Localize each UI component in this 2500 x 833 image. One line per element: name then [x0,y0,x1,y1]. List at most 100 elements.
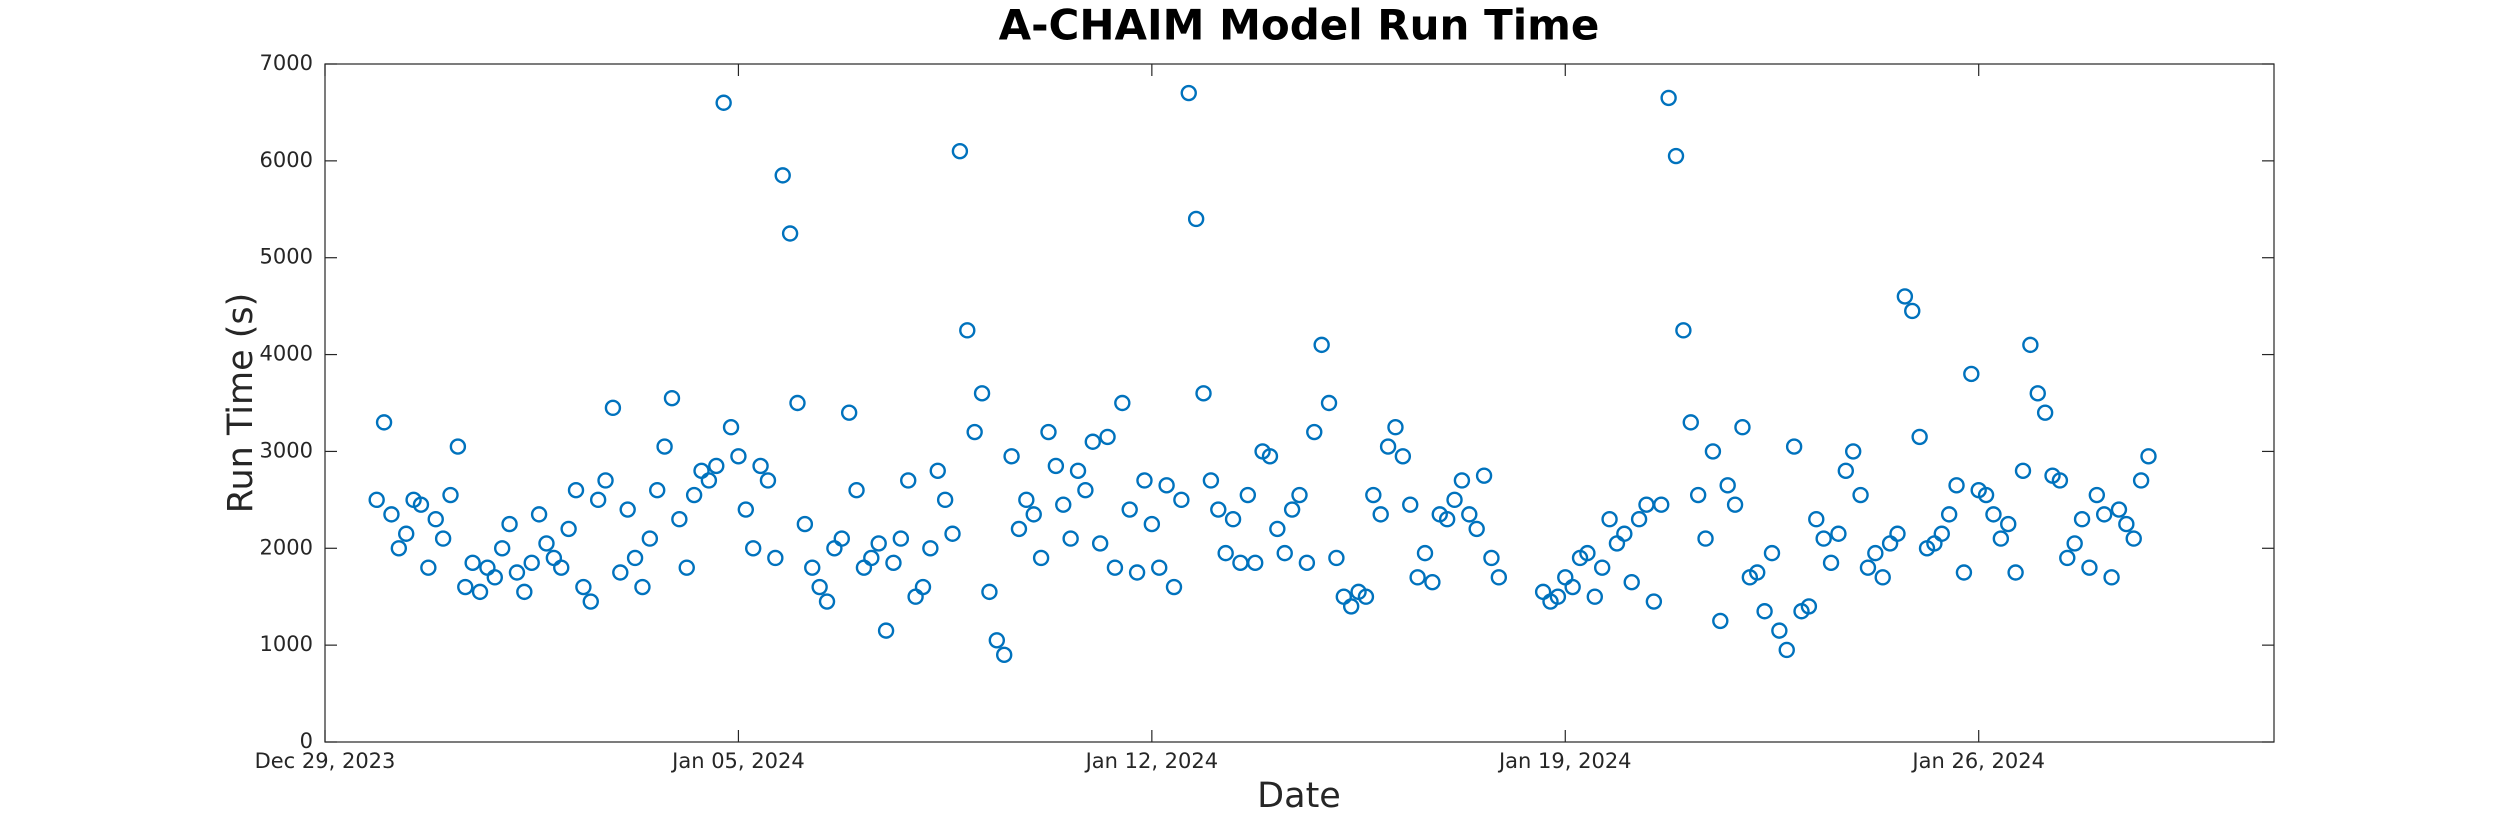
data-point [1734,419,1751,436]
data-point [2066,535,2083,552]
data-point [1018,491,1035,509]
data-point [1328,549,1345,567]
data-point [900,472,917,489]
data-point [737,501,755,518]
chart-title: A-CHAIM Model Run Time [999,1,1600,50]
data-point [1992,530,2010,547]
data-point [1158,477,1175,494]
data-point [973,385,991,402]
data-point [752,457,769,475]
data-point [516,583,533,601]
data-point [700,472,718,489]
data-point [1394,448,1412,465]
data-point [1623,573,1640,591]
data-point [1785,438,1803,455]
data-point [1387,419,1404,436]
data-point [375,414,393,431]
data-point [1859,559,1877,576]
data-point [2051,472,2069,489]
data-point [1121,501,1138,518]
data-point [1424,573,1441,591]
data-point [1283,501,1301,518]
data-point [1726,496,1744,513]
data-point [1719,477,1736,494]
data-point [1269,520,1286,538]
data-point [1837,462,1855,479]
data-point [1682,414,1699,431]
data-point [1815,530,1832,547]
data-point [1247,554,1264,572]
data-point [1889,525,1906,542]
y-tick-label: 4000 [260,342,313,366]
plot-area [325,64,2274,742]
data-point [626,549,644,567]
data-point [1320,394,1338,412]
data-point [1660,89,1677,107]
data-point [501,515,518,533]
data-point [936,491,954,509]
data-point [848,481,865,499]
data-point [1438,511,1456,528]
data-point [1187,210,1205,228]
data-point [2073,511,2091,528]
data-point [730,448,747,465]
data-point [1675,322,1692,339]
data-point [1579,544,1596,562]
data-point [442,486,459,504]
data-point [471,583,489,601]
data-point [1040,423,1057,441]
data-point [390,540,408,557]
data-point [2022,336,2039,354]
y-tick-label: 5000 [260,245,313,269]
data-point [789,394,806,412]
data-point [530,506,548,523]
data-point [1667,147,1685,165]
data-point [398,525,415,542]
data-point [449,438,467,455]
data-point [1143,515,1161,533]
data-point [1933,525,1950,542]
data-point [2103,569,2120,586]
data-point [464,554,481,572]
x-axis-label: Date [1257,776,1341,816]
data-point [685,486,703,504]
data-point [1601,511,1618,528]
data-point [877,622,895,639]
data-point [1830,525,1847,542]
data-point [1778,641,1795,659]
x-tick-label: Jan 26, 2024 [1910,749,2045,773]
data-point [2132,472,2150,489]
data-point [1099,428,1116,446]
data-point [722,419,740,436]
data-point [1224,511,1242,528]
data-point [2125,530,2142,547]
y-tick-label: 7000 [260,51,313,75]
data-point [1379,438,1397,455]
data-point [1114,394,1131,412]
data-point [744,540,762,557]
data-point [1904,302,1921,320]
data-point [634,578,651,596]
data-point [1357,588,1375,605]
data-point [493,540,511,557]
data-point [1032,549,1050,567]
data-point [759,472,777,489]
data-point [1874,569,1891,586]
data-point [1069,462,1087,479]
data-point [1844,443,1862,460]
data-point [1911,428,1928,446]
data-point [1749,564,1766,581]
data-point [1128,564,1146,581]
data-point [1453,472,1471,489]
data-point [2059,549,2076,567]
data-point [1593,559,1611,576]
data-point [1852,486,1869,504]
data-point [1010,520,1028,538]
data-point [1136,472,1153,489]
data-point [612,564,629,581]
data-point [420,559,437,576]
data-point [582,593,599,610]
data-point [641,530,659,547]
data-point [1704,443,1722,460]
data-point [1763,544,1781,562]
